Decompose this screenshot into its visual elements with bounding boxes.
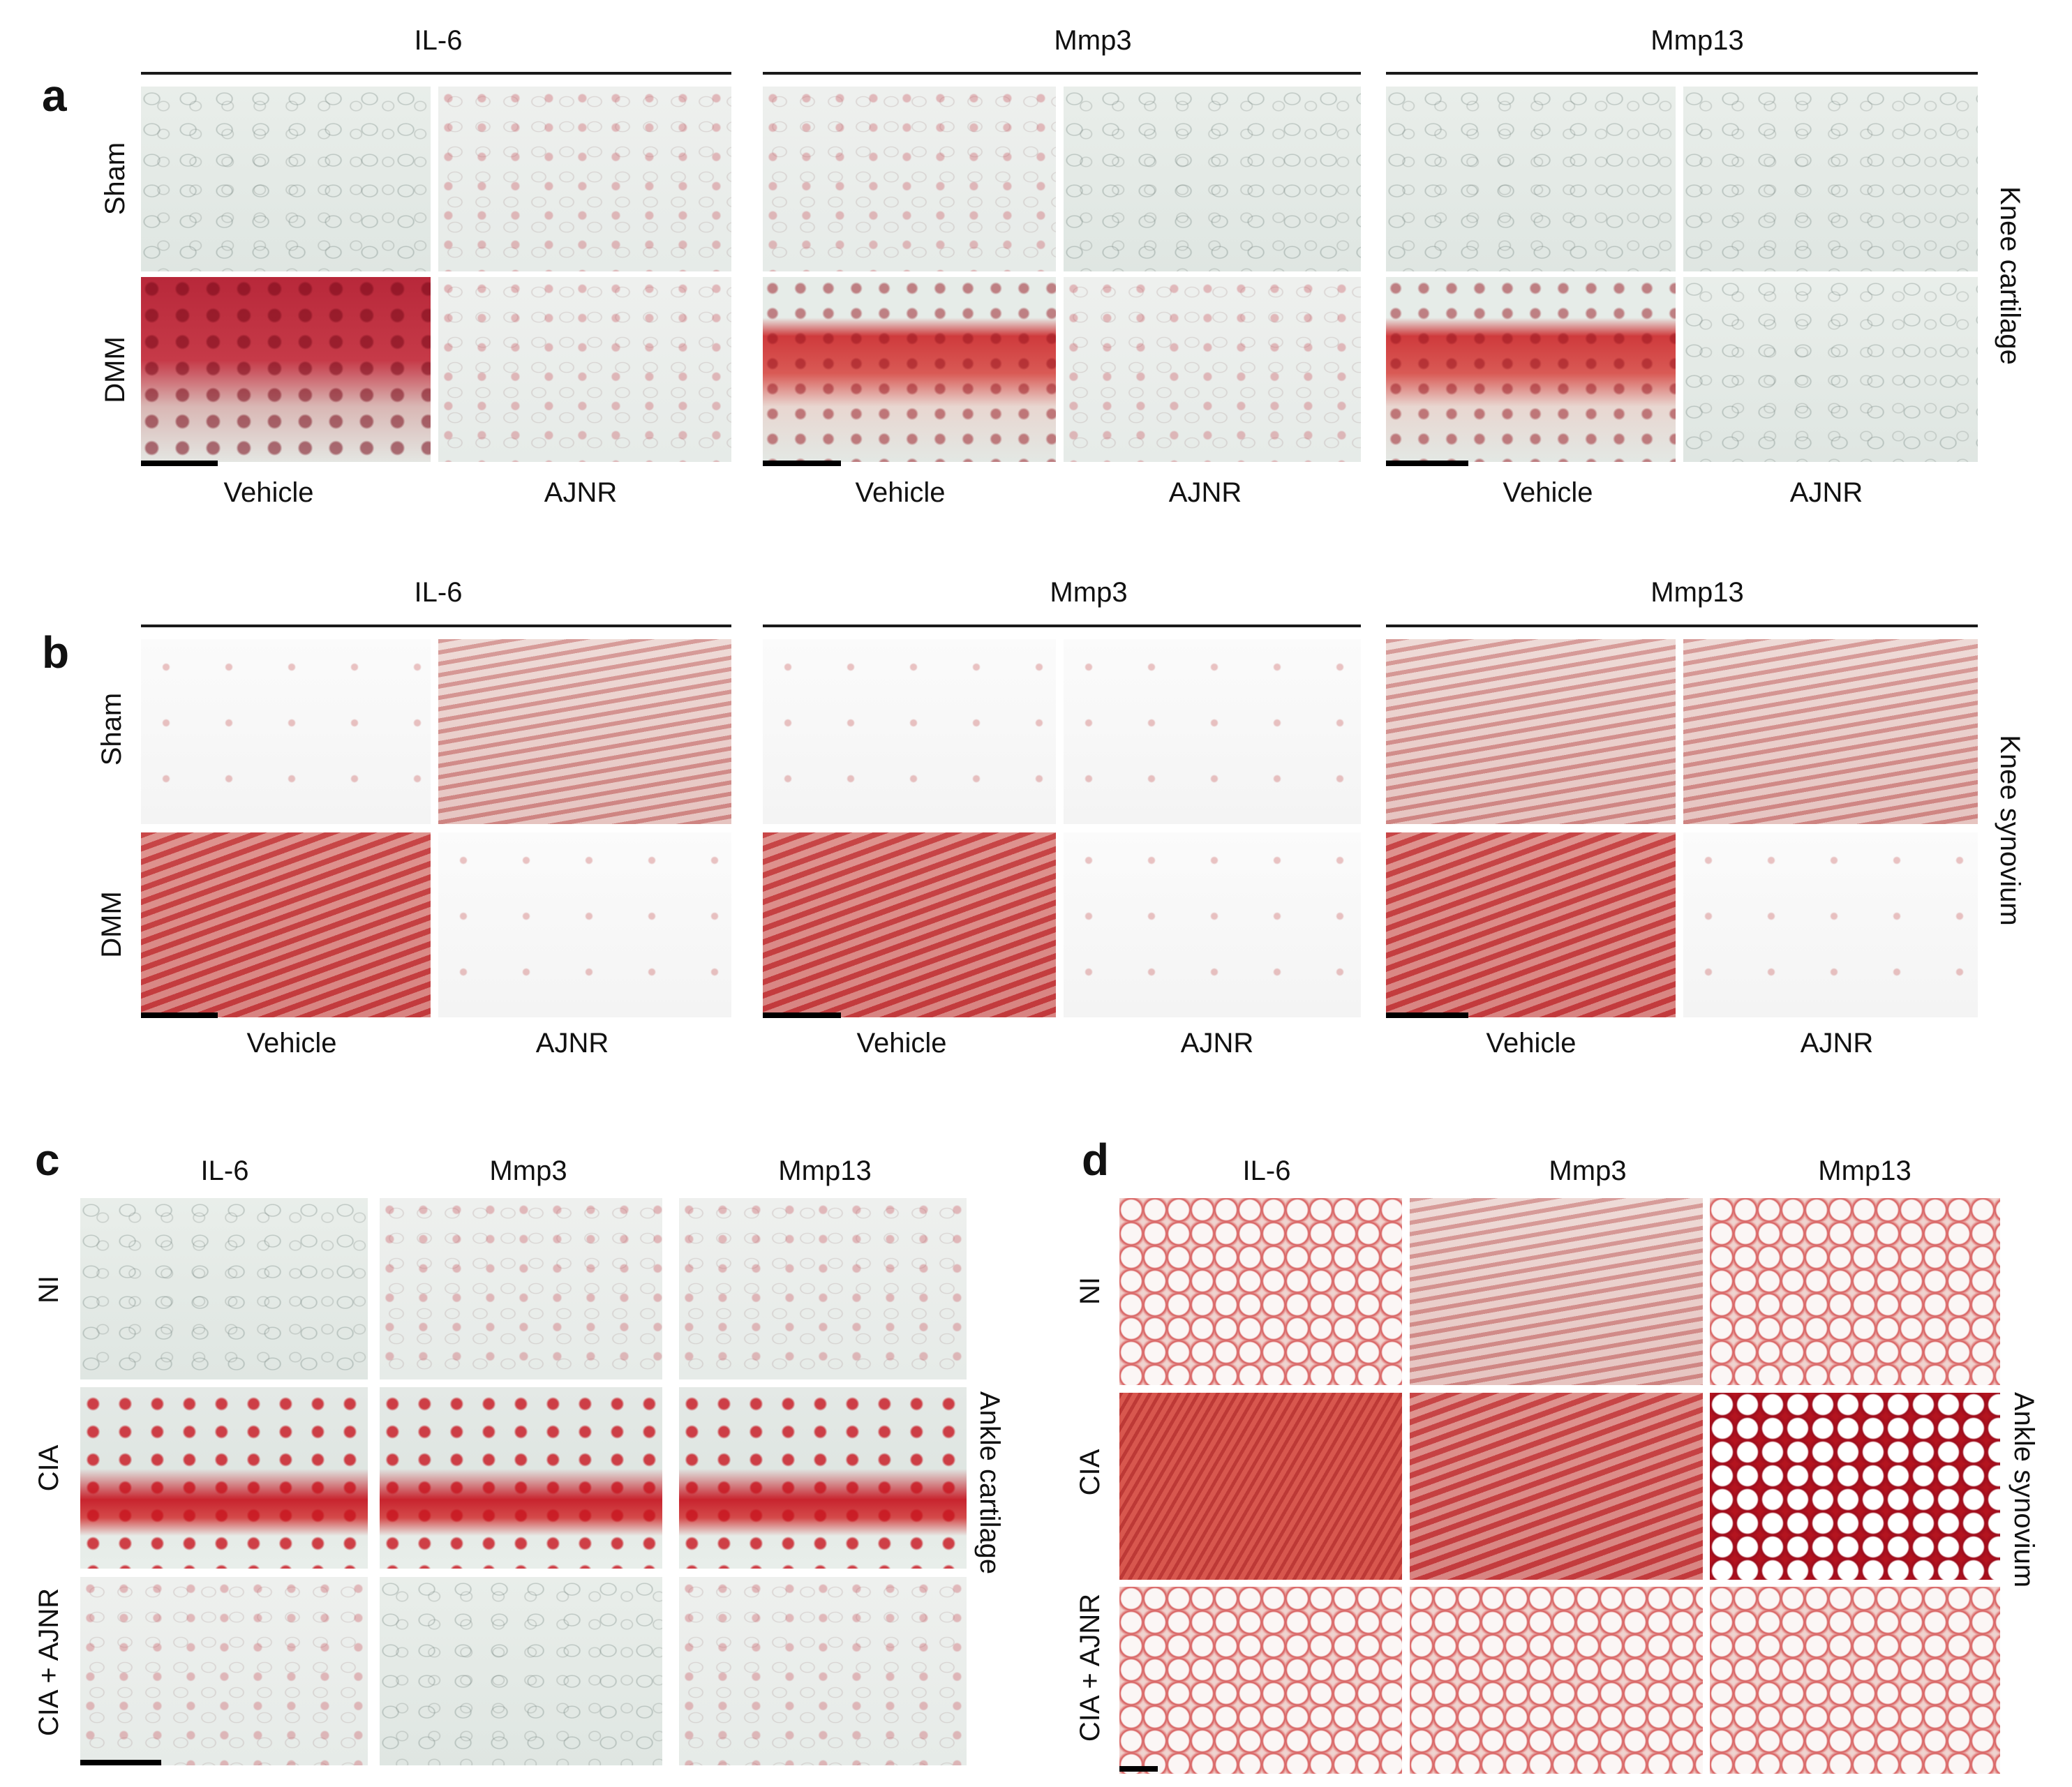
- panel-d-mmp13-ni-image: [1710, 1198, 2000, 1385]
- panel-b-mmp13-sham-vehicle-image: [1386, 639, 1676, 824]
- panel-d-marker-mmp13: Mmp13: [1818, 1156, 1911, 1186]
- panel-a-il6-col-ajnr: AJNR: [544, 477, 618, 508]
- panel-d-il6-cia-image: [1119, 1393, 1402, 1580]
- panel-d-scale-bar: [1119, 1766, 1158, 1772]
- panel-a-row-dmm: DMM: [100, 336, 131, 403]
- panel-b-il6-col-ajnr: AJNR: [535, 1028, 609, 1059]
- panel-a-side-label: Knee cartilage: [1995, 186, 2025, 365]
- panel-c-row-ni: NI: [33, 1276, 64, 1303]
- panel-b-mmp13-dmm-ajnr-image: [1683, 832, 1978, 1017]
- panel-b-il6-dmm-vehicle-image: [141, 832, 431, 1017]
- panel-a-mmp3-sham-vehicle-image: [763, 87, 1056, 271]
- panel-a-mmp13-sham-vehicle-image: [1386, 87, 1676, 271]
- panel-c-il6-cia-ajnr-image: [80, 1577, 368, 1765]
- panel-d-marker-mmp3: Mmp3: [1549, 1156, 1627, 1186]
- panel-b-mmp3-sham-ajnr-image: [1064, 639, 1361, 824]
- panel-b-mmp13-col-vehicle: Vehicle: [1486, 1028, 1577, 1059]
- panel-c-mmp3-ni-image: [380, 1198, 662, 1379]
- panel-d-letter: d: [1082, 1135, 1110, 1185]
- panel-d-mmp3-cia-ajnr-image: [1410, 1587, 1703, 1774]
- panel-a-mmp13-col-ajnr: AJNR: [1789, 477, 1863, 508]
- panel-b-marker-mmp3: Mmp3: [1050, 577, 1128, 608]
- panel-b-marker-il6: IL-6: [414, 577, 463, 608]
- panel-d-mmp3-cia-image: [1410, 1393, 1703, 1580]
- panel-b-scale-bar-1: [141, 1012, 218, 1018]
- panel-a-scale-bar-1: [141, 461, 218, 466]
- panel-b-mmp3-sham-vehicle-image: [763, 639, 1056, 824]
- panel-d-marker-il6: IL-6: [1242, 1156, 1291, 1186]
- panel-c-row-cia: CIA: [33, 1444, 64, 1492]
- panel-b-mmp3-dmm-vehicle-image: [763, 832, 1056, 1017]
- panel-b-rule-il6: [141, 625, 731, 627]
- panel-c-mmp3-cia-image: [380, 1387, 662, 1569]
- panel-b-mmp13-sham-ajnr-image: [1683, 639, 1978, 824]
- panel-b-il6-dmm-ajnr-image: [438, 832, 731, 1017]
- panel-c-row-cia-ajnr: CIA + AJNR: [33, 1587, 64, 1737]
- panel-a-rule-il6: [141, 72, 731, 75]
- panel-b-scale-bar-3: [1386, 1012, 1468, 1018]
- panel-d-side-label: Ankle synovium: [2008, 1391, 2039, 1588]
- panel-c-il6-ni-image: [80, 1198, 368, 1379]
- panel-a-il6-sham-vehicle-image: [141, 87, 431, 271]
- panel-d-il6-ni-image: [1119, 1198, 1402, 1385]
- panel-a-mmp13-dmm-ajnr-image: [1683, 277, 1978, 462]
- panel-c-side-label: Ankle cartilage: [974, 1391, 1005, 1575]
- panel-c-il6-cia-image: [80, 1387, 368, 1569]
- panel-a-rule-mmp13: [1386, 72, 1978, 75]
- panel-a-marker-mmp13: Mmp13: [1650, 25, 1744, 56]
- panel-b-il6-col-vehicle: Vehicle: [246, 1028, 337, 1059]
- panel-c-mmp13-cia-image: [679, 1387, 967, 1569]
- panel-b-rule-mmp13: [1386, 625, 1978, 627]
- panel-b-row-sham: Sham: [96, 692, 127, 766]
- panel-a-rule-mmp3: [763, 72, 1361, 75]
- panel-a-mmp13-col-vehicle: Vehicle: [1503, 477, 1593, 508]
- panel-b-il6-sham-vehicle-image: [141, 639, 431, 824]
- panel-a-mmp3-col-vehicle: Vehicle: [855, 477, 946, 508]
- panel-a-mmp13-sham-ajnr-image: [1683, 87, 1978, 271]
- panel-a-mmp3-dmm-ajnr-image: [1064, 277, 1361, 462]
- panel-b-il6-sham-ajnr-image: [438, 639, 731, 824]
- panel-c-marker-mmp13: Mmp13: [778, 1156, 872, 1186]
- panel-c-letter: c: [35, 1135, 60, 1185]
- panel-b-letter: b: [42, 627, 70, 678]
- panel-a-row-sham: Sham: [100, 142, 131, 216]
- panel-a-marker-mmp3: Mmp3: [1054, 25, 1132, 56]
- panel-a-il6-col-vehicle: Vehicle: [223, 477, 314, 508]
- panel-a-mmp3-dmm-vehicle-image: [763, 277, 1056, 462]
- panel-d-row-ni: NI: [1075, 1277, 1105, 1305]
- panel-b-scale-bar-2: [763, 1012, 841, 1018]
- panel-a-scale-bar-2: [763, 461, 841, 466]
- panel-b-mmp13-dmm-vehicle-image: [1386, 832, 1676, 1017]
- panel-c-marker-mmp3: Mmp3: [489, 1156, 567, 1186]
- panel-c-marker-il6: IL-6: [200, 1156, 249, 1186]
- panel-b-mmp3-col-vehicle: Vehicle: [856, 1028, 947, 1059]
- panel-b-side-label: Knee synovium: [1995, 735, 2025, 926]
- panel-c-mmp13-cia-ajnr-image: [679, 1577, 967, 1765]
- panel-b-mmp3-col-ajnr: AJNR: [1180, 1028, 1254, 1059]
- panel-c-scale-bar: [80, 1760, 161, 1765]
- panel-a-marker-il6: IL-6: [414, 25, 463, 56]
- panel-b-marker-mmp13: Mmp13: [1650, 577, 1744, 608]
- panel-d-mmp3-ni-image: [1410, 1198, 1703, 1385]
- panel-a-letter: a: [42, 70, 67, 121]
- panel-c-mmp13-ni-image: [679, 1198, 967, 1379]
- panel-a-mmp13-dmm-vehicle-image: [1386, 277, 1676, 462]
- panel-a-mmp3-col-ajnr: AJNR: [1168, 477, 1242, 508]
- panel-c-mmp3-cia-ajnr-image: [380, 1577, 662, 1765]
- panel-a-scale-bar-3: [1386, 461, 1468, 466]
- panel-d-mmp13-cia-image: [1710, 1393, 2000, 1580]
- panel-d-row-cia: CIA: [1075, 1449, 1105, 1496]
- panel-d-row-cia-ajnr: CIA + AJNR: [1075, 1593, 1105, 1742]
- panel-b-mmp3-dmm-ajnr-image: [1064, 832, 1361, 1017]
- panel-a-mmp3-sham-ajnr-image: [1064, 87, 1361, 271]
- panel-a-il6-sham-ajnr-image: [438, 87, 731, 271]
- panel-d-il6-cia-ajnr-image: [1119, 1587, 1402, 1774]
- panel-a-il6-dmm-ajnr-image: [438, 277, 731, 462]
- panel-b-rule-mmp3: [763, 625, 1361, 627]
- panel-b-row-dmm: DMM: [96, 891, 127, 958]
- panel-d-mmp13-cia-ajnr-image: [1710, 1587, 2000, 1774]
- panel-b-mmp13-col-ajnr: AJNR: [1800, 1028, 1874, 1059]
- panel-a-il6-dmm-vehicle-image: [141, 277, 431, 462]
